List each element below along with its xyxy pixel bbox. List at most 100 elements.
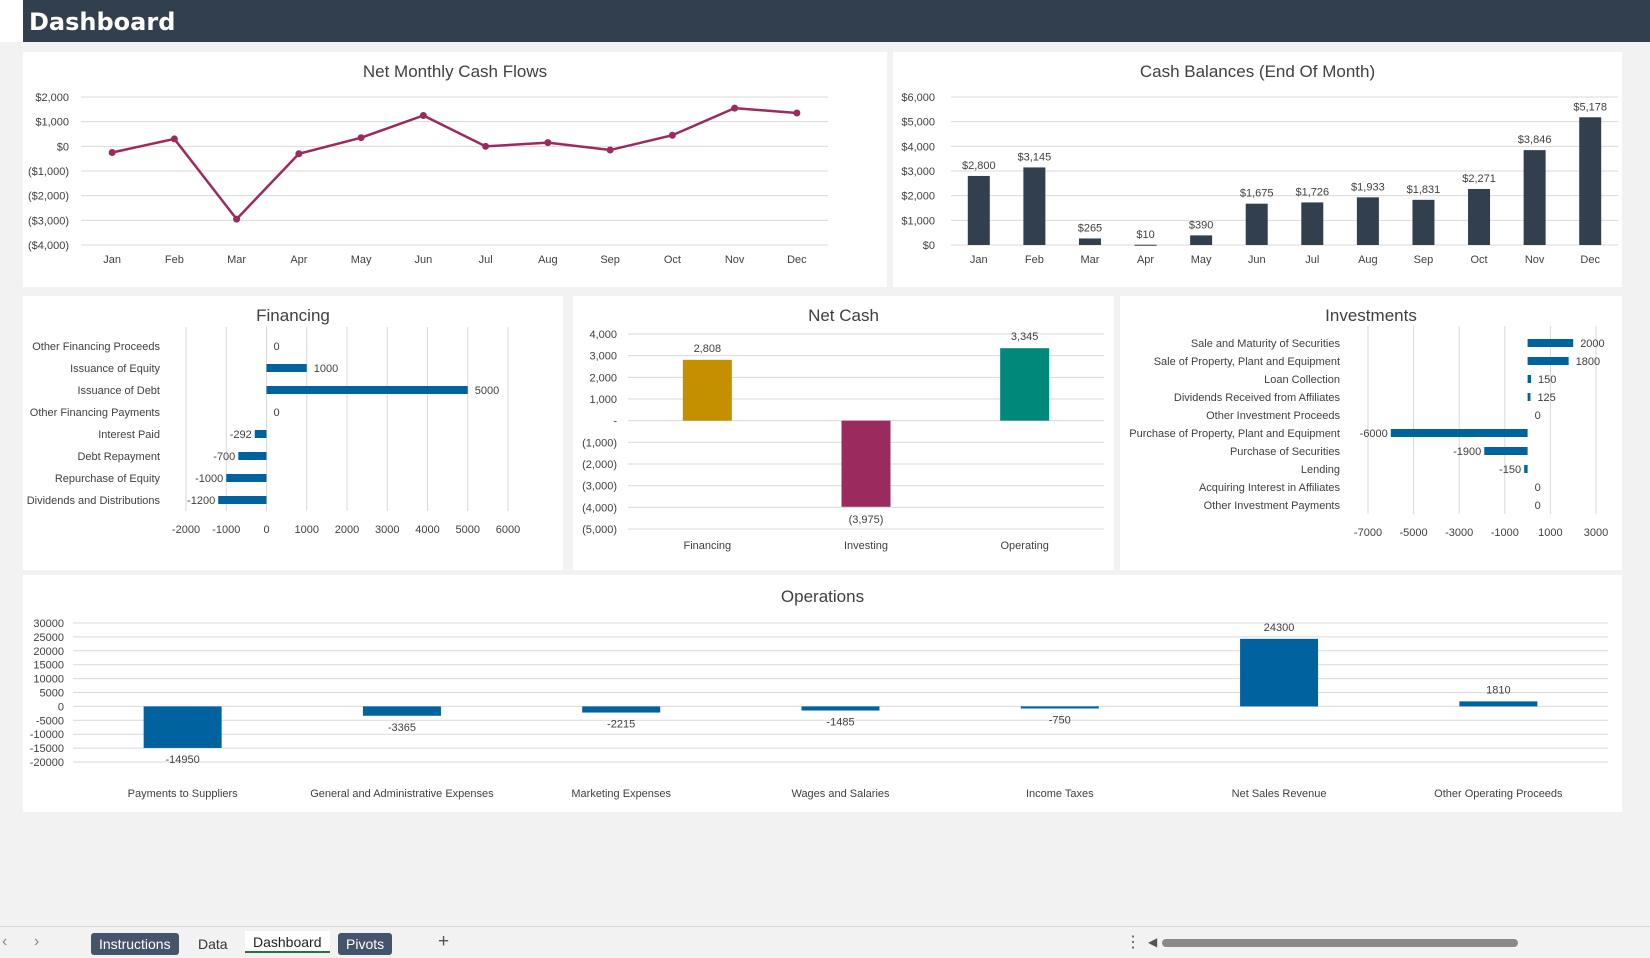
y-tick-label: ($3,000) <box>28 215 69 227</box>
data-label: $1,831 <box>1407 184 1441 196</box>
category-label: Lending <box>1301 464 1340 476</box>
tab-pivots[interactable]: Pivots <box>338 933 393 955</box>
investments-chart: Investments -7000 -5000 -3000 -1000 1000 3000 S… <box>1129 306 1608 539</box>
bar <box>841 420 891 507</box>
y-tick-label: 25000 <box>33 632 64 644</box>
x-tick-label: 3000 <box>1584 527 1608 539</box>
data-label: $1,675 <box>1240 188 1274 200</box>
bar <box>1356 197 1379 245</box>
data-point <box>419 112 427 119</box>
bar <box>682 359 732 421</box>
data-label: $10 <box>1136 229 1154 241</box>
x-tick-label: 1000 <box>295 524 319 536</box>
bar <box>1245 203 1268 245</box>
net-monthly-cash-flows-panel[interactable]: Net Monthly Cash Flows $2,000 $1,000 $0 ($1,… <box>23 52 887 287</box>
x-tick-label: -5000 <box>1400 527 1428 539</box>
add-sheet-icon[interactable]: + <box>438 931 450 952</box>
data-label: -3365 <box>388 722 416 734</box>
data-label: $2,800 <box>962 160 996 172</box>
data-label: 1810 <box>1486 684 1510 696</box>
category-label: Issuance of Debt <box>77 385 160 397</box>
x-tick-label: Sep <box>600 254 620 266</box>
chart-title: Net Cash <box>808 306 879 325</box>
x-tick-label: Jul <box>479 254 493 266</box>
x-tick-label: 0 <box>263 524 269 536</box>
x-tick-label: Sep <box>1414 254 1434 266</box>
x-tick-label: 3000 <box>375 524 399 536</box>
data-label: -2215 <box>607 719 635 731</box>
bar <box>1240 638 1319 707</box>
category-label: Sale and Maturity of Securities <box>1191 338 1341 350</box>
tab-instructions[interactable]: Instructions <box>91 933 179 955</box>
scroll-left-icon[interactable]: ◀ <box>1148 935 1158 949</box>
x-tick-label: General and Administrative Expenses <box>310 788 494 800</box>
x-tick-label: Jul <box>1305 254 1319 266</box>
tab-dashboard[interactable]: Dashboard <box>245 931 330 953</box>
data-label: -1200 <box>187 495 215 507</box>
bar <box>1459 701 1538 707</box>
y-tick-label: 1,000 <box>589 394 617 406</box>
bar <box>218 496 267 504</box>
next-sheet-icon[interactable]: › <box>34 933 40 950</box>
category-label: Purchase of Property, Plant and Equipmen… <box>1129 428 1340 440</box>
data-point <box>108 149 116 156</box>
y-tick-label: $2,000 <box>35 92 69 104</box>
y-tick-label: $4,000 <box>901 141 935 153</box>
x-tick-label: May <box>1191 254 1212 266</box>
x-tick-label: Nov <box>1525 254 1545 266</box>
data-point <box>482 142 490 150</box>
y-tick-label: 4,000 <box>589 329 617 341</box>
data-label: -150 <box>1499 464 1521 476</box>
data-label: -1900 <box>1453 446 1481 458</box>
data-label: -700 <box>213 451 235 463</box>
bar <box>582 706 661 713</box>
financing-panel[interactable]: Financing -2000 -1000 0 1000 2000 3000 4000 5000… <box>23 296 563 570</box>
x-tick-label: Oct <box>664 254 681 266</box>
x-tick-label: Jun <box>415 254 433 266</box>
data-label: -1000 <box>195 473 223 485</box>
category-label: Loan Collection <box>1264 374 1340 386</box>
cash-balances-panel[interactable]: Cash Balances (End Of Month) $6,000 $5,000… <box>893 52 1622 287</box>
category-label: Repurchase of Equity <box>55 473 161 485</box>
y-tick-label: (1,000) <box>582 437 617 449</box>
x-tick-label: -2000 <box>172 524 200 536</box>
bar <box>1579 117 1602 245</box>
y-tick-label: 30000 <box>33 618 64 630</box>
x-tick-label: Operating <box>1001 540 1049 552</box>
bar <box>1527 375 1532 383</box>
bar <box>1190 235 1213 245</box>
x-tick-label: Net Sales Revenue <box>1232 788 1327 800</box>
y-tick-label: 2,000 <box>589 372 617 384</box>
x-tick-label: Financing <box>683 540 731 552</box>
x-tick-label: 5000 <box>456 524 480 536</box>
bar <box>1023 167 1046 245</box>
y-tick-label: 15000 <box>33 660 64 672</box>
x-tick-label: 6000 <box>496 524 520 536</box>
tab-data[interactable]: Data <box>198 936 228 952</box>
category-label: Other Financing Proceeds <box>32 341 160 353</box>
bar <box>1523 150 1546 245</box>
bar <box>1527 393 1531 401</box>
cash-balances-chart: Cash Balances (End Of Month) $6,000 $5,000… <box>901 62 1618 266</box>
bar <box>801 706 880 711</box>
prev-sheet-icon[interactable]: ‹ <box>2 933 8 950</box>
x-tick-label: Dec <box>1580 254 1600 266</box>
operations-panel[interactable]: Operations 30000 25000 20000 15000 10000 5000 0… <box>23 575 1622 812</box>
x-tick-label: Other Operating Proceeds <box>1434 788 1563 800</box>
bar <box>1000 348 1050 421</box>
y-tick-label: $6,000 <box>901 92 935 104</box>
chart-title: Operations <box>781 587 864 606</box>
y-tick-label: $5,000 <box>901 117 935 129</box>
y-tick-label: -5000 <box>36 715 64 727</box>
data-label: -6000 <box>1360 428 1388 440</box>
data-label: $2,271 <box>1462 173 1496 185</box>
bar <box>238 452 267 460</box>
more-options-icon[interactable]: ⋮ <box>1125 934 1141 951</box>
data-label: -14950 <box>166 754 200 766</box>
net-cash-panel[interactable]: Net Cash 4,000 3,000 2,000 1,000 - (1,000) (2,0… <box>573 296 1114 570</box>
horizontal-scrollbar[interactable]: ◀ <box>1148 935 1638 951</box>
y-tick-label: ($1,000) <box>28 166 69 178</box>
investments-panel[interactable]: Investments -7000 -5000 -3000 -1000 1000 3000 S… <box>1120 296 1622 570</box>
x-tick-label: 4000 <box>415 524 439 536</box>
scrollbar-thumb[interactable] <box>1162 939 1518 947</box>
